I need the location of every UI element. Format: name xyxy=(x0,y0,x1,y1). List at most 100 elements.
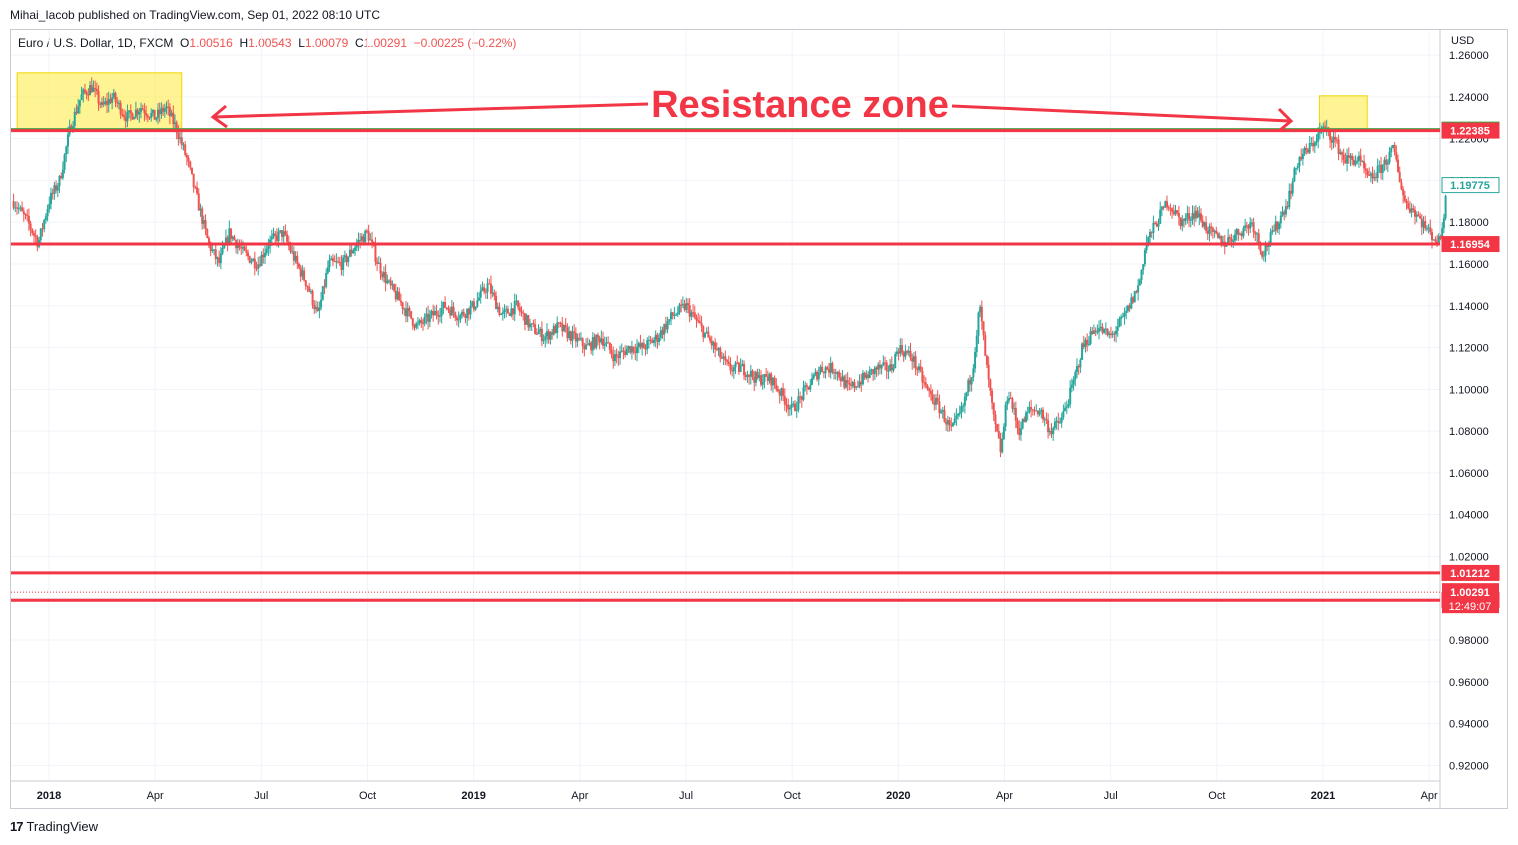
candle-body xyxy=(1154,222,1157,224)
candle-body xyxy=(82,89,85,95)
candle-body xyxy=(724,356,727,361)
candle-body xyxy=(938,401,941,414)
candle-body xyxy=(27,216,30,224)
candle-body xyxy=(1009,397,1012,399)
candle-body xyxy=(1259,242,1262,252)
candle-body xyxy=(1138,280,1141,286)
candle-body xyxy=(304,280,307,287)
candle-body xyxy=(1116,326,1119,331)
candle-body xyxy=(586,344,589,346)
candle-body xyxy=(924,382,927,386)
change-value: −0.00225 (−0.22%) xyxy=(413,36,517,50)
candle-body xyxy=(590,342,593,351)
candle-body xyxy=(841,376,844,382)
candle-body xyxy=(1335,139,1338,141)
candle-body xyxy=(1150,231,1153,233)
candle-body xyxy=(848,382,851,385)
candle-body xyxy=(405,308,408,317)
candle-body xyxy=(946,420,949,425)
price-badge-text: 1.22385 xyxy=(1450,126,1490,138)
candle-body xyxy=(172,112,175,125)
candle-body xyxy=(508,313,511,316)
candles xyxy=(12,77,1447,458)
candle-body xyxy=(829,363,832,373)
candle-body xyxy=(207,237,210,244)
candle-body xyxy=(807,386,810,390)
candle-body xyxy=(520,311,523,313)
candle-body xyxy=(918,366,921,371)
candle-body xyxy=(897,351,900,354)
candle-body xyxy=(1084,339,1087,347)
candle-body xyxy=(1021,418,1024,429)
candle-body xyxy=(466,308,469,319)
candle-body xyxy=(610,349,613,355)
candle-body xyxy=(403,308,406,310)
candle-body xyxy=(335,261,338,263)
candle-body xyxy=(758,375,761,378)
candle-body xyxy=(646,340,649,350)
left-arrow-line[interactable] xyxy=(213,102,649,119)
candle-body xyxy=(90,85,93,92)
candle-body xyxy=(134,109,137,118)
candle-body xyxy=(406,307,409,317)
candle-body xyxy=(124,116,127,122)
candle-body xyxy=(785,404,788,406)
candle-body xyxy=(1303,147,1306,154)
candle-body xyxy=(641,343,644,348)
candle-body xyxy=(51,192,54,194)
candle-body xyxy=(1033,410,1036,412)
tradingview-footer: 17 TradingView xyxy=(10,819,98,834)
candle-body xyxy=(260,254,263,266)
candle-body xyxy=(498,306,501,315)
candle-body xyxy=(736,362,739,364)
candle-body xyxy=(1244,225,1247,229)
candle-body xyxy=(29,223,32,230)
candle-body xyxy=(882,362,885,365)
candle-body xyxy=(780,388,783,396)
resistance-zone-box[interactable] xyxy=(1318,95,1368,132)
candle-body xyxy=(1344,159,1347,164)
symbol-legend: Euro / U.S. Dollar, 1D, FXCM O1.00516 H1… xyxy=(18,36,516,50)
candle-body xyxy=(46,208,49,217)
candle-body xyxy=(948,420,951,426)
candle-body xyxy=(564,324,567,328)
candle-body xyxy=(179,137,182,140)
candle-body xyxy=(816,371,819,380)
candle-body xyxy=(396,291,399,300)
candle-body xyxy=(505,308,508,310)
x-tick-label: Jul xyxy=(254,790,268,802)
candle-body xyxy=(199,208,202,211)
candle-body xyxy=(1405,200,1408,204)
candle-body xyxy=(214,249,217,260)
candle-body xyxy=(984,335,987,356)
candle-body xyxy=(1368,175,1371,177)
symbol-name[interactable]: Euro / U.S. Dollar, 1D, FXCM xyxy=(18,36,174,50)
candle-body xyxy=(143,109,146,114)
candle-body xyxy=(182,144,185,146)
candle-body xyxy=(545,331,548,337)
candle-body xyxy=(388,280,391,282)
candle-body xyxy=(746,374,749,377)
candle-body xyxy=(303,270,306,281)
candle-body xyxy=(430,311,433,315)
candle-body xyxy=(26,215,29,217)
candle-body xyxy=(89,85,92,96)
candle-body xyxy=(692,312,695,314)
candle-body xyxy=(17,208,20,210)
candle-body xyxy=(810,378,813,385)
candle-body xyxy=(483,287,486,292)
candle-body xyxy=(1257,233,1260,243)
candle-body xyxy=(284,231,287,235)
candle-body xyxy=(839,377,842,382)
candle-body xyxy=(1211,227,1214,232)
resistance-zone-label[interactable]: Resistance zone xyxy=(651,84,949,126)
candle-body xyxy=(61,169,64,179)
candle-body xyxy=(668,319,671,322)
candle-body xyxy=(19,207,22,209)
right-arrow-line[interactable] xyxy=(951,104,1291,123)
candle-body xyxy=(951,423,954,427)
candle-body xyxy=(464,315,467,319)
candle-body xyxy=(1205,222,1208,231)
candle-body xyxy=(945,421,948,425)
